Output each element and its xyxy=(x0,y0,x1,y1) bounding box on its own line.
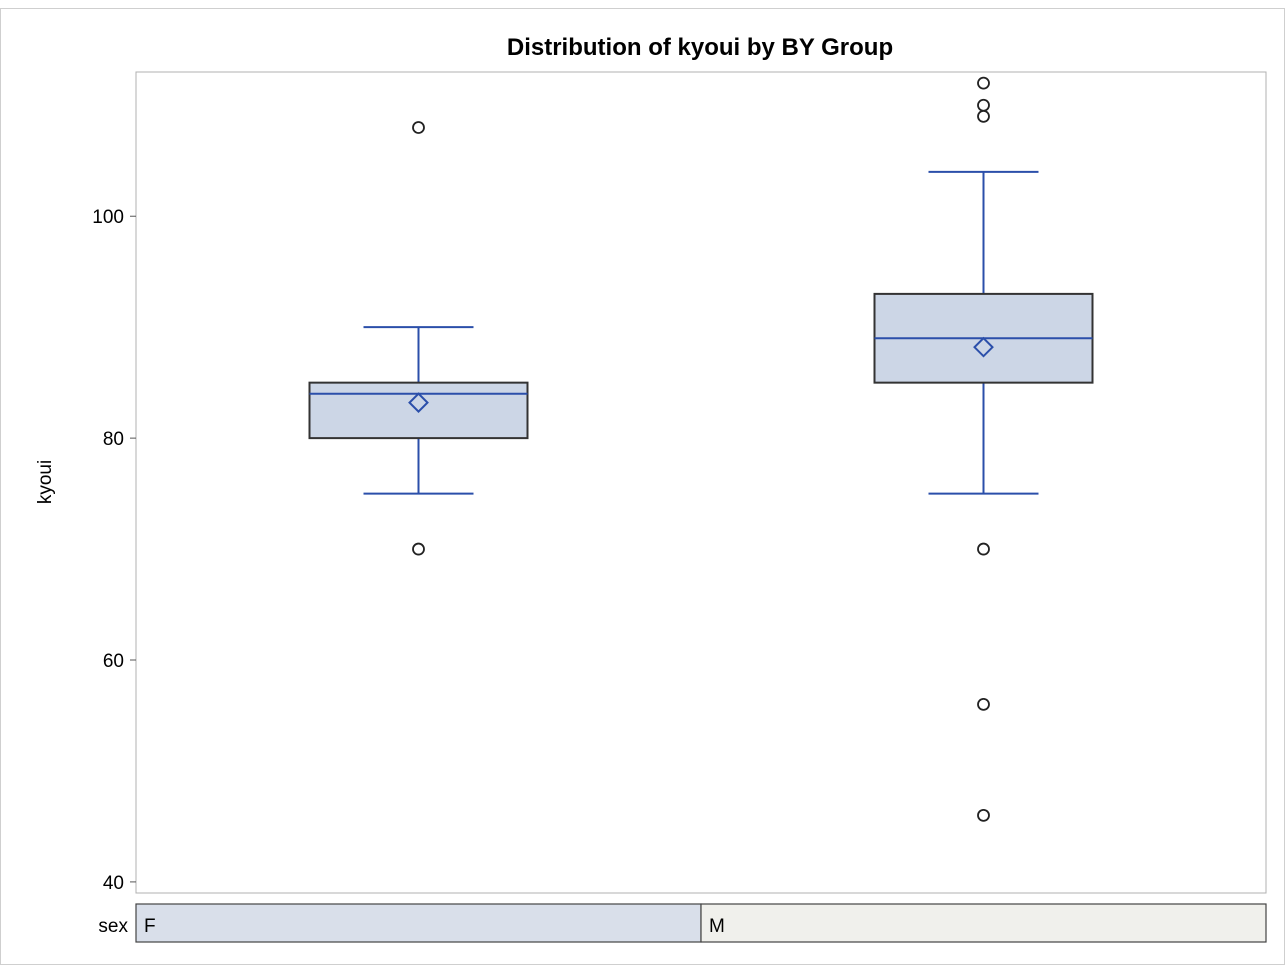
outlier-point xyxy=(977,76,990,90)
class-variable-label: sex xyxy=(98,916,128,937)
outlier-point xyxy=(977,109,990,123)
box-group-F xyxy=(308,121,529,556)
class-strip: sex F M xyxy=(98,903,1267,943)
strip-label-M: M xyxy=(709,916,725,937)
chart-title: Distribution of kyoui by BY Group xyxy=(507,34,893,61)
outlier-point xyxy=(412,121,425,134)
y-tick-label: 100 xyxy=(92,207,124,228)
y-axis: 40 60 80 100 xyxy=(92,207,136,894)
strip-cell-F xyxy=(135,903,702,943)
outlier-point xyxy=(412,542,425,556)
y-tick-label: 80 xyxy=(103,429,124,450)
outlier-point xyxy=(977,542,990,556)
strip-label-F: F xyxy=(144,916,156,937)
outlier-point xyxy=(977,808,990,822)
outlier-point xyxy=(977,697,990,711)
mean-marker xyxy=(973,336,994,358)
outer-border xyxy=(0,8,1285,965)
plot-area xyxy=(135,71,1267,894)
y-tick-label: 40 xyxy=(103,873,124,894)
strip-cell-M xyxy=(700,903,1267,943)
mean-marker xyxy=(408,392,429,414)
y-axis-label: kyoui xyxy=(35,460,56,504)
boxes-layer xyxy=(308,76,1094,822)
box-group-M xyxy=(873,76,1094,822)
y-tick-label: 60 xyxy=(103,651,124,672)
